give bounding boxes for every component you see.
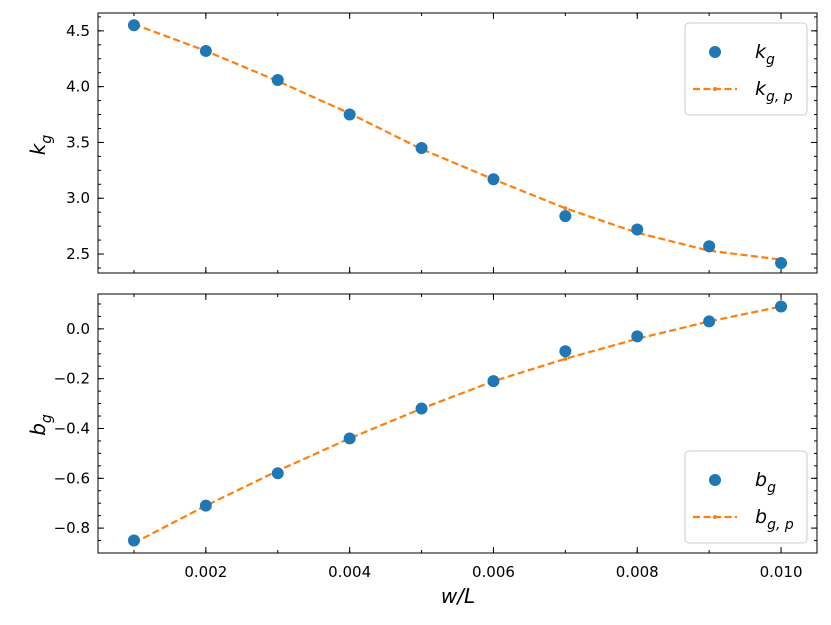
- data-point: [559, 345, 572, 358]
- x-tick-label: 0.008: [616, 563, 659, 581]
- legend-label-sub: g, p: [767, 517, 794, 533]
- panel-bottom: 0.002 0.004 0.006 0.008 0.010 −0.8 −0.6 −0.4 −0.…: [54, 293, 818, 581]
- x-axis-label-main: w: [441, 584, 458, 608]
- data-point: [343, 108, 356, 121]
- y-tick-label: −0.6: [54, 469, 90, 487]
- data-point: [343, 432, 356, 445]
- y-tick-label: −0.8: [54, 519, 90, 537]
- legend-label-main: b: [755, 469, 767, 491]
- plot-frame-bottom: [97, 293, 818, 554]
- data-point: [415, 402, 428, 415]
- y-axis-label-top-sub: g: [39, 135, 55, 144]
- y-axis-label-bottom-main: b: [26, 423, 50, 436]
- legend-label-sub: g, p: [766, 89, 793, 105]
- legend-label-sub: g: [766, 52, 775, 68]
- legend-label: bg, p: [755, 506, 794, 533]
- y-tick-label: −0.4: [54, 419, 90, 437]
- legend-label-main: k: [755, 78, 767, 100]
- y-tick-label: 4.0: [66, 78, 90, 96]
- y-tick-label: −0.2: [54, 370, 90, 388]
- fit-line-top: [133, 23, 782, 261]
- legend-label: kg: [755, 41, 775, 68]
- y-tick-label: 2.5: [66, 245, 90, 263]
- legend-box: [684, 22, 808, 116]
- legend-label: kg, p: [755, 78, 793, 105]
- x-tick-label: 0.004: [328, 563, 371, 581]
- y-axis-label-top-main: k: [26, 142, 50, 155]
- data-point: [199, 499, 212, 512]
- y-axis-label-bottom: bg: [26, 414, 55, 436]
- data-point: [271, 73, 284, 86]
- fit-point: [563, 356, 568, 361]
- legend-line-dot: [713, 87, 717, 91]
- legend-marker: [709, 474, 721, 486]
- y-tick-label: 0.0: [66, 320, 90, 338]
- x-tick-label: 0.002: [184, 563, 227, 581]
- data-point: [775, 256, 788, 269]
- data-point: [775, 300, 788, 313]
- legend-label-main: b: [755, 506, 767, 528]
- data-point: [631, 330, 644, 343]
- data-point: [487, 375, 500, 388]
- data-point: [703, 240, 716, 253]
- x-tick-label: 0.006: [472, 563, 515, 581]
- data-point: [703, 315, 716, 328]
- x-axis-label-rest: /L: [455, 584, 475, 608]
- y-axis-label-top: kg: [26, 135, 55, 156]
- data-point: [631, 223, 644, 236]
- y-axis-label-bottom-sub: g: [39, 414, 55, 423]
- data-point: [127, 534, 140, 547]
- data-point: [199, 44, 212, 57]
- legend-label-main: k: [755, 41, 767, 63]
- legend-line-dot: [713, 515, 717, 519]
- legend-label-sub: g: [767, 480, 776, 496]
- fit-point: [563, 206, 568, 211]
- fit-line-bottom: [133, 305, 782, 544]
- data-point: [127, 19, 140, 32]
- x-axis-label: w/L: [441, 584, 475, 608]
- data-point: [271, 467, 284, 480]
- data-point: [487, 173, 500, 186]
- y-tick-label: 4.5: [66, 22, 90, 40]
- plot-frame-top: [97, 12, 818, 274]
- y-tick-label: 3.0: [66, 189, 90, 207]
- data-point: [415, 142, 428, 155]
- y-tick-label: 3.5: [66, 133, 90, 151]
- legend-marker: [709, 46, 721, 58]
- legend-box: [684, 450, 808, 544]
- legend-label: bg: [755, 469, 776, 496]
- x-tick-label: 0.010: [760, 563, 803, 581]
- data-point: [559, 210, 572, 223]
